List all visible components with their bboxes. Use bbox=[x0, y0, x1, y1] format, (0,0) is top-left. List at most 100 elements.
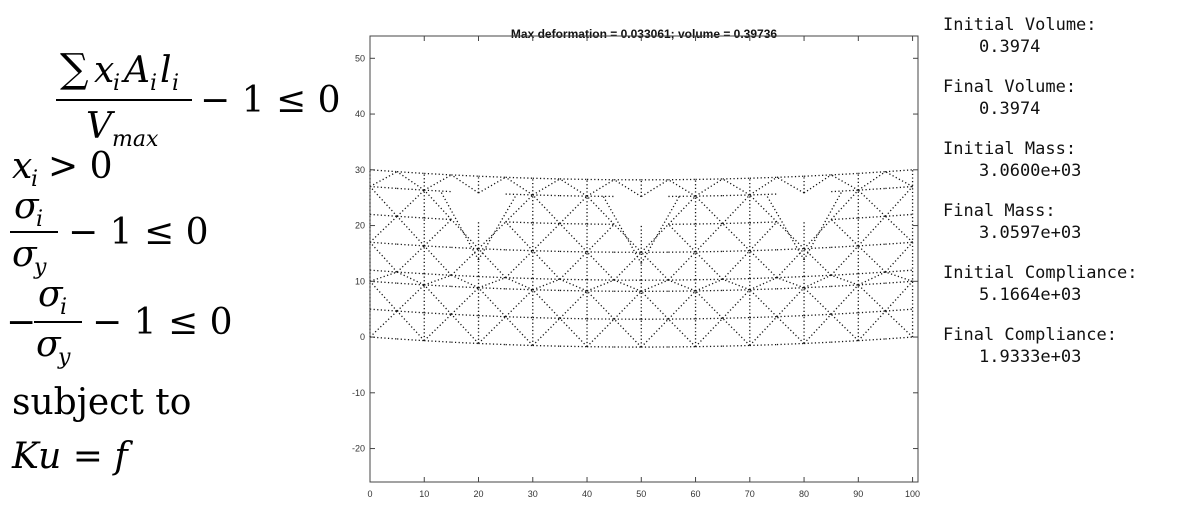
truss-member bbox=[696, 290, 723, 291]
truss-member bbox=[750, 251, 777, 278]
truss-member bbox=[723, 178, 750, 179]
truss-member bbox=[397, 188, 424, 190]
truss-member bbox=[885, 187, 912, 189]
truss-member bbox=[560, 179, 587, 196]
results-panel: Initial Volume: 0.3974 Final Volume: 0.3… bbox=[943, 14, 1188, 386]
y-tick-label: 50 bbox=[355, 53, 365, 63]
truss-member bbox=[479, 222, 506, 249]
truss-member bbox=[723, 290, 750, 291]
truss-member bbox=[506, 195, 533, 222]
x-tick-label: 50 bbox=[636, 489, 646, 499]
truss-member bbox=[641, 196, 679, 263]
truss-mesh bbox=[370, 170, 913, 347]
truss-member bbox=[723, 290, 750, 319]
stat-initial-compliance: Initial Compliance: 5.1664e+03 bbox=[943, 262, 1188, 306]
truss-member bbox=[587, 291, 614, 319]
truss-member bbox=[668, 280, 695, 291]
truss-member bbox=[858, 311, 885, 313]
x-tick-label: 0 bbox=[367, 489, 372, 499]
truss-member bbox=[479, 176, 506, 177]
truss-member bbox=[668, 180, 695, 196]
truss-member bbox=[668, 319, 695, 347]
truss-member bbox=[885, 309, 912, 311]
truss-member bbox=[696, 179, 723, 196]
truss-member bbox=[885, 272, 912, 281]
truss-member bbox=[370, 214, 397, 216]
truss-member bbox=[370, 309, 397, 311]
truss-member bbox=[723, 318, 750, 319]
truss-member bbox=[858, 216, 885, 246]
truss-member bbox=[696, 291, 723, 318]
truss-member bbox=[424, 190, 451, 219]
truss-member bbox=[885, 170, 912, 172]
truss-member bbox=[696, 251, 723, 252]
truss-member bbox=[451, 275, 478, 287]
truss-member bbox=[831, 218, 858, 220]
truss-member bbox=[668, 291, 695, 319]
truss-member bbox=[560, 346, 587, 347]
truss-member bbox=[696, 224, 723, 252]
truss-member bbox=[533, 179, 560, 195]
truss-member bbox=[614, 291, 641, 319]
truss-member bbox=[696, 318, 723, 346]
truss-member bbox=[723, 179, 750, 195]
eq1-l: l bbox=[160, 50, 172, 91]
stat-value: 0.3974 bbox=[943, 36, 1188, 58]
truss-member bbox=[696, 224, 723, 225]
truss-member bbox=[370, 187, 397, 217]
truss-member bbox=[858, 339, 885, 341]
truss-member bbox=[750, 317, 777, 346]
x-tick-label: 20 bbox=[474, 489, 484, 499]
truss-member bbox=[804, 286, 831, 287]
y-tick-label: 40 bbox=[355, 109, 365, 119]
truss-member bbox=[397, 339, 424, 341]
truss-member bbox=[831, 246, 858, 275]
truss-member bbox=[424, 275, 451, 285]
truss-member bbox=[506, 194, 533, 195]
truss-member bbox=[858, 244, 885, 246]
truss-member bbox=[451, 175, 478, 176]
truss-member bbox=[451, 175, 478, 193]
truss-member bbox=[479, 177, 506, 193]
truss-member bbox=[641, 224, 668, 252]
truss-member bbox=[723, 318, 750, 345]
truss-member bbox=[885, 242, 912, 244]
truss-member bbox=[885, 242, 912, 272]
truss-member bbox=[723, 195, 750, 196]
truss-member bbox=[560, 196, 587, 197]
truss-member bbox=[451, 288, 478, 315]
truss-member bbox=[506, 317, 533, 318]
truss-member bbox=[451, 314, 478, 343]
truss-member bbox=[858, 285, 885, 311]
truss-member bbox=[831, 341, 858, 343]
truss-member bbox=[560, 279, 587, 291]
truss-member bbox=[831, 274, 858, 276]
eq1-x: x bbox=[94, 50, 114, 91]
truss-member bbox=[804, 314, 831, 343]
truss-member bbox=[723, 195, 750, 224]
truss-member bbox=[804, 175, 831, 193]
truss-member bbox=[831, 190, 858, 219]
truss-member bbox=[479, 249, 506, 250]
truss-member bbox=[533, 279, 560, 280]
truss-member bbox=[614, 180, 641, 197]
truss-member bbox=[750, 222, 777, 251]
truss-member bbox=[506, 222, 533, 223]
truss-member bbox=[424, 190, 451, 192]
truss-member bbox=[424, 173, 451, 175]
truss-member bbox=[397, 244, 424, 246]
y-tick-label: 0 bbox=[360, 332, 365, 342]
truss-member bbox=[533, 224, 560, 251]
truss-member bbox=[750, 290, 777, 317]
truss-member bbox=[506, 222, 533, 251]
truss-member bbox=[533, 178, 560, 179]
truss-member bbox=[777, 288, 804, 317]
eq2-rhs: > 0 bbox=[48, 146, 113, 187]
stat-label: Initial Mass: bbox=[943, 138, 1188, 160]
truss-member bbox=[533, 290, 560, 319]
truss-member bbox=[885, 281, 912, 283]
x-tick-label: 40 bbox=[582, 489, 592, 499]
truss-member bbox=[723, 251, 750, 280]
